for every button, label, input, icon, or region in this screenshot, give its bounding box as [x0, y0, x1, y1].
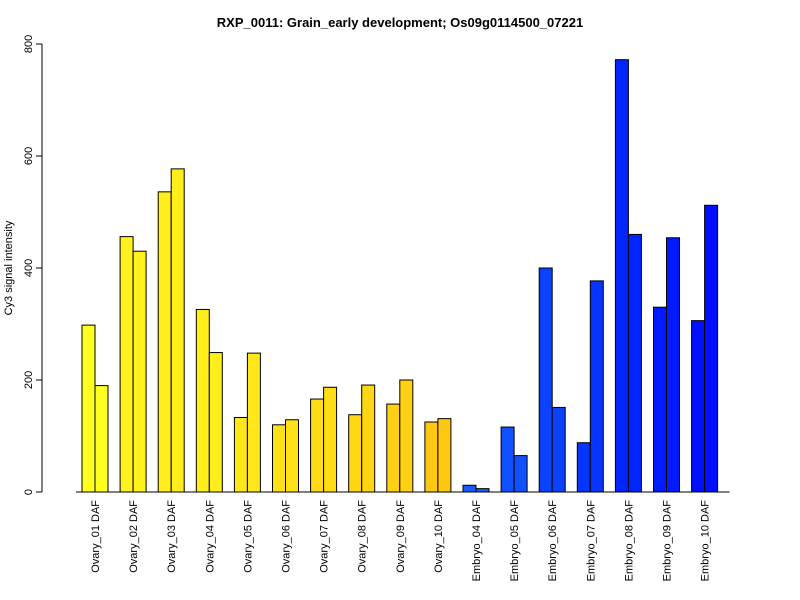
x-tick-labels: Ovary_01 DAF Ovary_02 DAF Ovary_03 DAF Ovar… [90, 500, 712, 582]
bar [614, 59, 629, 493]
chart-title: RXP_0011: Grain_early development; Os09g… [217, 15, 583, 30]
y-tick-label: 200 [23, 371, 35, 389]
bar [119, 236, 134, 493]
bar [233, 417, 248, 493]
bar [424, 421, 439, 493]
bar [513, 455, 528, 493]
y-tick-label: 600 [23, 147, 35, 165]
y-axis: 0 200 400 600 800 [23, 35, 43, 495]
y-tick-label: 0 [23, 489, 35, 495]
y-tick-label: 800 [23, 35, 35, 53]
x-tick-label: Ovary_09 DAF [395, 500, 407, 573]
x-tick-label: Embryo_10 DAF [700, 500, 712, 582]
bar [462, 484, 477, 493]
bar [386, 403, 401, 493]
x-tick-label: Ovary_05 DAF [242, 500, 254, 573]
bar [132, 250, 147, 493]
bar [195, 308, 210, 493]
bar [323, 386, 338, 493]
bar-group [81, 59, 719, 493]
x-tick-label: Embryo_08 DAF [623, 500, 635, 582]
x-tick-label: Ovary_02 DAF [128, 500, 140, 573]
bar [691, 320, 706, 493]
x-tick-label: Embryo_07 DAF [585, 500, 597, 582]
x-tick-label: Ovary_01 DAF [90, 500, 102, 573]
bar [704, 204, 719, 493]
bar [246, 352, 261, 493]
bar [348, 414, 363, 493]
bar [157, 191, 172, 493]
x-tick-label: Embryo_06 DAF [547, 500, 559, 582]
x-tick-label: Embryo_09 DAF [662, 500, 674, 582]
x-tick-label: Ovary_08 DAF [357, 500, 369, 573]
x-tick-label: Ovary_10 DAF [433, 500, 445, 573]
x-tick-label: Embryo_05 DAF [509, 500, 521, 582]
y-tick-label: 400 [23, 259, 35, 277]
bar [81, 324, 96, 493]
bar [437, 418, 452, 493]
bar [589, 280, 604, 493]
bar [310, 398, 325, 493]
x-tick-label: Ovary_04 DAF [204, 500, 216, 573]
bar [475, 488, 490, 493]
bar [94, 385, 109, 493]
bar [627, 233, 642, 493]
bar [538, 267, 553, 493]
bar [551, 406, 566, 493]
bar [653, 306, 667, 493]
bar [500, 426, 515, 493]
bar [208, 352, 223, 493]
x-tick-label: Ovary_07 DAF [319, 500, 331, 573]
bar [361, 384, 376, 493]
bar [170, 168, 185, 493]
bar [399, 379, 414, 493]
bar [285, 419, 299, 493]
y-axis-label: Cy3 signal intensity [3, 220, 15, 315]
x-tick-label: Embryo_04 DAF [471, 500, 483, 582]
x-tick-label: Ovary_06 DAF [281, 500, 293, 573]
bar [272, 424, 286, 493]
bar [666, 237, 680, 493]
bar [576, 442, 591, 493]
x-tick-label: Ovary_03 DAF [166, 500, 178, 573]
